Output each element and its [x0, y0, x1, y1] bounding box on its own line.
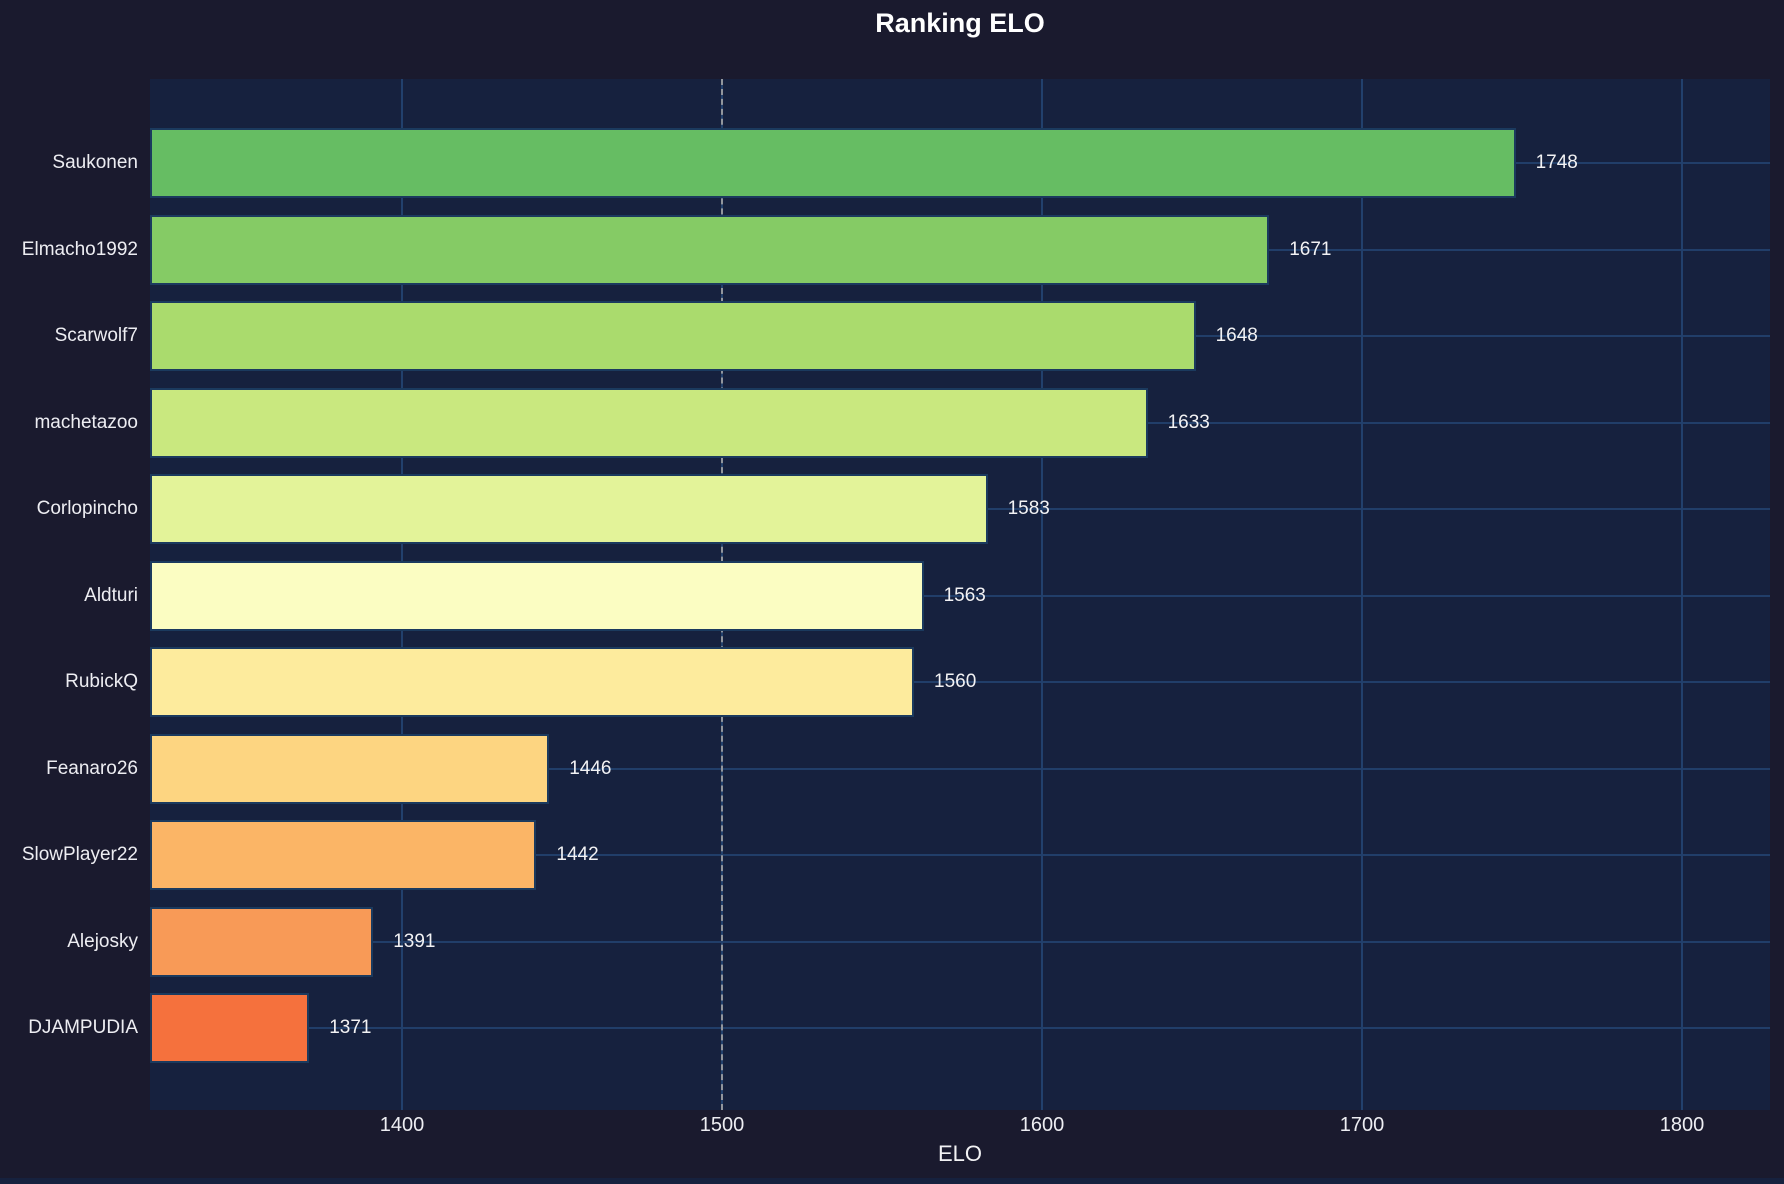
y-label-Feanaro26: Feanaro26	[46, 757, 138, 779]
bar-value-label: 1563	[943, 584, 986, 606]
h-gridline	[150, 594, 1770, 597]
x-tick-1400: 1400	[379, 1114, 425, 1136]
y-label-Aldturi: Aldturi	[84, 584, 138, 606]
bar-value-label: 1648	[1215, 325, 1258, 346]
y-label-Scarwolf7: Scarwolf7	[54, 325, 138, 346]
bar-Scarwolf7	[150, 301, 1196, 371]
bar-value-label: 1560	[934, 671, 977, 692]
v-gridline	[1361, 79, 1363, 1110]
bar-Aldturi	[150, 560, 924, 631]
bar-Alejosky	[150, 906, 374, 977]
bar-value-label: 1446	[569, 757, 612, 779]
bar-value-label: 1371	[329, 1017, 372, 1038]
y-label-Corlopincho: Corlopincho	[36, 498, 138, 519]
h-gridline	[150, 940, 1770, 943]
bar-DJAMPUDIA	[150, 993, 310, 1063]
y-label-machetazoo: machetazoo	[34, 411, 138, 433]
plot-area: 1748 1671 1648 1633 1583 1563 1560 1446 1442 1391…	[150, 79, 1770, 1110]
y-label-Elmacho1992: Elmacho1992	[21, 238, 138, 260]
bar-SlowPlayer22	[150, 820, 537, 890]
y-label-RubickQ: RubickQ	[65, 671, 138, 692]
h-gridline	[150, 1027, 1770, 1029]
bar-value-label: 1671	[1289, 238, 1332, 260]
x-tick-1800: 1800	[1659, 1114, 1705, 1136]
x-tick-1500: 1500	[699, 1114, 745, 1136]
chart-title: Ranking ELO	[875, 8, 1045, 38]
y-label-SlowPlayer22: SlowPlayer22	[21, 844, 138, 865]
bar-value-label: 1391	[393, 930, 436, 952]
bar-Corlopincho	[150, 474, 988, 544]
bar-Saukonen	[150, 128, 1516, 198]
bar-Elmacho1992	[150, 214, 1270, 285]
bar-machetazoo	[150, 387, 1148, 458]
x-axis-label: ELO	[937, 1141, 983, 1166]
h-gridline	[150, 854, 1770, 856]
bar-value-label: 1748	[1535, 152, 1578, 173]
bar-value-label: 1633	[1167, 411, 1210, 433]
y-label-Saukonen: Saukonen	[52, 152, 138, 173]
y-label-DJAMPUDIA: DJAMPUDIA	[28, 1017, 138, 1038]
h-gridline	[150, 767, 1770, 770]
x-tick-1600: 1600	[1019, 1114, 1065, 1136]
v-gridline	[1681, 79, 1683, 1110]
bottom-strip	[0, 1178, 1784, 1184]
bar-value-label: 1442	[556, 844, 599, 865]
y-label-Alejosky: Alejosky	[67, 930, 138, 952]
x-tick-1700: 1700	[1339, 1114, 1385, 1136]
bar-Feanaro26	[150, 733, 550, 804]
bar-value-label: 1583	[1007, 498, 1050, 519]
h-gridline	[150, 681, 1770, 683]
v-gridline	[1041, 79, 1043, 1110]
bar-RubickQ	[150, 647, 914, 717]
